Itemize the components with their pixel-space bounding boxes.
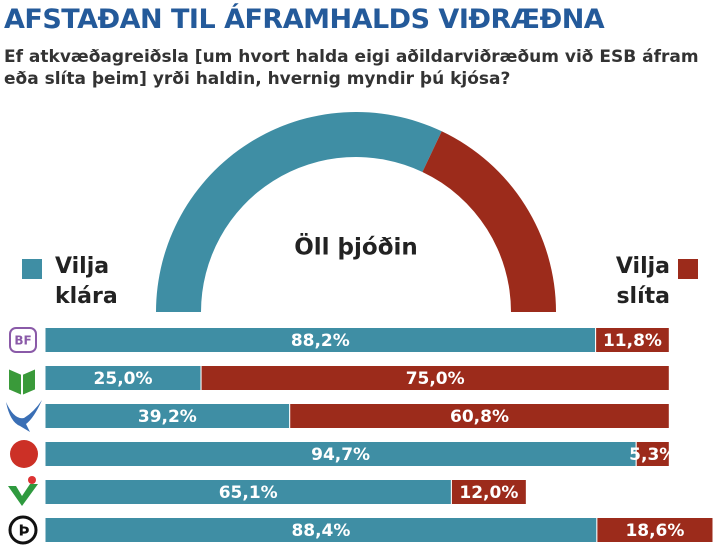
value-label: 88,2% xyxy=(291,331,350,351)
legend-label: Vilja slíta xyxy=(615,254,670,309)
bar-segment xyxy=(44,479,452,505)
arc-segment xyxy=(422,131,556,312)
value-label: 18,6% xyxy=(625,521,684,541)
icon xyxy=(8,484,38,506)
bar-segment xyxy=(200,365,670,391)
bar-segment xyxy=(450,479,527,505)
value-label: 5,3% xyxy=(629,445,676,465)
value-label: 11,8% xyxy=(603,331,662,351)
legend-label: Vilja klára xyxy=(55,254,118,309)
bar-segment xyxy=(44,517,598,543)
value-label: 75,0% xyxy=(406,369,465,389)
arc-segment xyxy=(156,111,442,312)
bar-segment xyxy=(595,327,670,353)
bar-segment xyxy=(596,517,713,543)
legend-swatch xyxy=(678,259,698,279)
title: AFSTAÐAN TIL ÁFRAMHALDS VIÐRÆÐNA xyxy=(4,4,605,35)
bar-segment xyxy=(635,441,670,467)
value-label: 88,4% xyxy=(291,521,350,541)
value-label: 64,1% xyxy=(280,203,339,223)
subtitle: Ef atkvæðagreiðsla [um hvort halda eigi … xyxy=(4,47,699,89)
party-icons: BF Þ xyxy=(6,327,42,545)
icon xyxy=(9,327,37,353)
icon xyxy=(10,440,38,468)
bar-segment xyxy=(44,327,597,353)
value-label: 35,9% xyxy=(419,250,478,270)
category-label: BF xyxy=(14,334,31,348)
value-label: 94,7% xyxy=(311,445,370,465)
bar-segment xyxy=(289,403,670,429)
icon: Þ xyxy=(18,522,29,540)
icon xyxy=(6,400,42,432)
value-label: 25,0% xyxy=(94,369,153,389)
bar-segment xyxy=(44,365,202,391)
icon xyxy=(7,366,37,398)
value-label: 12,0% xyxy=(459,483,518,503)
value-label: 60,8% xyxy=(450,407,509,427)
icon xyxy=(8,515,38,545)
value-label: 39,2% xyxy=(138,407,197,427)
center-label: Öll þjóðin xyxy=(294,233,418,261)
value-label: 65,1% xyxy=(219,483,278,503)
icon xyxy=(28,476,36,484)
legend-swatch xyxy=(22,259,42,279)
